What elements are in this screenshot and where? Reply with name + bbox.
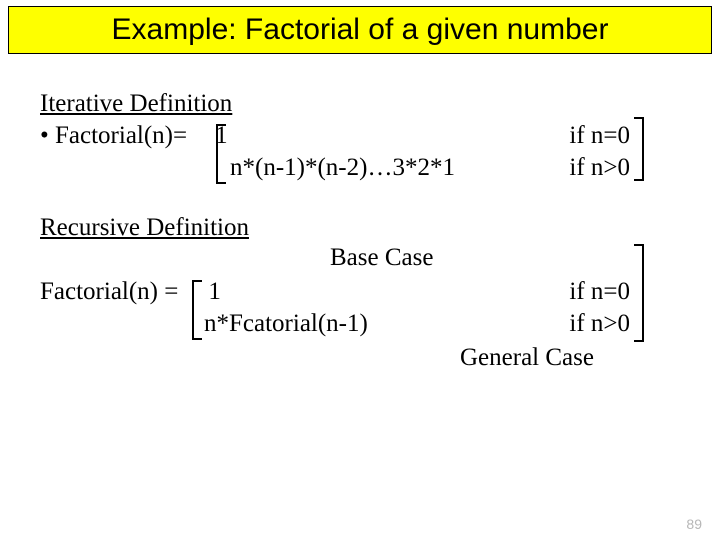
spacer (187, 120, 215, 152)
bracket-left-icon (192, 280, 202, 340)
iterative-case1-cond: if n=0 (569, 120, 690, 152)
bracket-right-icon (634, 244, 644, 342)
recursive-heading: Recursive Definition (40, 214, 690, 242)
recursive-block: Base Case Factorial(n) = 1 if n=0 n*Fcat… (40, 244, 690, 344)
page-title: Example: Factorial of a given number (21, 13, 699, 47)
bracket-right-icon (634, 117, 644, 181)
spacer (40, 308, 204, 340)
iterative-case2-cond: if n>0 (569, 152, 690, 184)
iterative-lhs: • Factorial(n)= (40, 120, 187, 152)
iterative-heading: Iterative Definition (40, 90, 690, 118)
recursive-case2-expr: n*Fcatorial(n-1) (204, 308, 368, 340)
spacer (40, 152, 230, 184)
general-case-label: General Case (460, 344, 594, 372)
recursive-case1-cond: if n=0 (569, 276, 690, 308)
iterative-case2-expr: n*(n-1)*(n-2)…3*2*1 (230, 152, 455, 184)
recursive-case1-expr: 1 (208, 276, 221, 308)
iterative-definition: • Factorial(n)= 1 if n=0 n*(n-1)*(n-2)…3… (40, 120, 690, 188)
page-number: 89 (686, 516, 702, 532)
recursive-definition: Factorial(n) = 1 if n=0 n*Fcatorial(n-1)… (40, 244, 690, 344)
recursive-case2-cond: if n>0 (569, 308, 690, 340)
bracket-left-icon (216, 124, 226, 184)
content-area: Iterative Definition • Factorial(n)= 1 i… (0, 54, 720, 344)
recursive-lhs: Factorial(n) = (40, 276, 178, 308)
title-bar: Example: Factorial of a given number (8, 6, 712, 54)
